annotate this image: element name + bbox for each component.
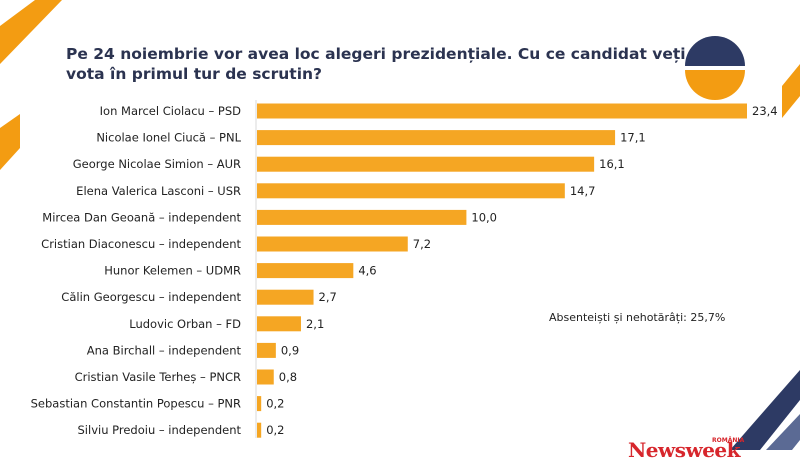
value-label: 2,7 [319,290,337,304]
category-label: Sebastian Constantin Popescu – PNR [31,397,241,411]
bar [257,236,408,252]
top-right-circle-accent-lower [685,70,745,100]
value-label: 23,4 [752,104,778,118]
value-label: 0,9 [281,343,299,357]
bar [257,289,314,305]
left-orange-stripe [0,114,20,170]
category-label: Hunor Kelemen – UDMR [104,264,241,278]
category-label: Silviu Predoiu – independent [78,423,242,437]
bar [257,342,276,358]
category-label: Ana Birchall – independent [87,343,242,357]
right-orange-stripe [782,64,800,118]
bar [257,369,274,385]
category-label: Călin Georgescu – independent [61,290,241,304]
chart-title: Pe 24 noiembrie vor avea loc alegeri pre… [66,45,686,83]
category-label: Cristian Vasile Terheș – PNCR [75,370,241,384]
bar [257,156,595,172]
value-label: 16,1 [599,157,625,171]
decoration-layer [0,0,800,450]
bar [257,103,747,119]
bar [257,209,467,225]
value-label: 0,8 [279,370,297,384]
value-label: 0,2 [266,423,284,437]
value-label: 4,6 [358,264,376,278]
category-label: Elena Valerica Lasconi – USR [76,184,241,198]
top-right-circle-accent [685,36,745,66]
bar-chart: Ion Marcel Ciolacu – PSD 23,4 Nicolae Ione… [31,100,778,438]
bar [257,183,565,199]
bottom-right-navy-stripe-2 [766,414,800,450]
category-label: George Nicolae Simion – AUR [73,157,241,171]
value-label: 7,2 [413,237,431,251]
value-label: 2,1 [306,317,324,331]
bottom-right-navy-stripe [730,370,800,450]
category-label: Cristian Diaconescu – independent [41,237,241,251]
absentee-note: Absenteiști și nehotărâți: 25,7% [549,311,726,324]
category-label: Ion Marcel Ciolacu – PSD [100,104,241,118]
value-label: 17,1 [620,131,646,145]
newsweek-logo-sub: ROMÂNIA [712,437,745,444]
value-label: 0,2 [266,397,284,411]
bar [257,263,354,279]
bar [257,422,262,438]
bar [257,130,616,146]
top-left-orange-stripe [0,0,62,64]
category-label: Mircea Dan Geoană – independent [42,210,241,224]
category-label: Nicolae Ionel Ciucă – PNL [96,131,241,145]
category-label: Ludovic Orban – FD [129,317,241,331]
value-label: 14,7 [570,184,596,198]
value-label: 10,0 [471,210,497,224]
bar [257,396,262,412]
bar [257,316,301,332]
